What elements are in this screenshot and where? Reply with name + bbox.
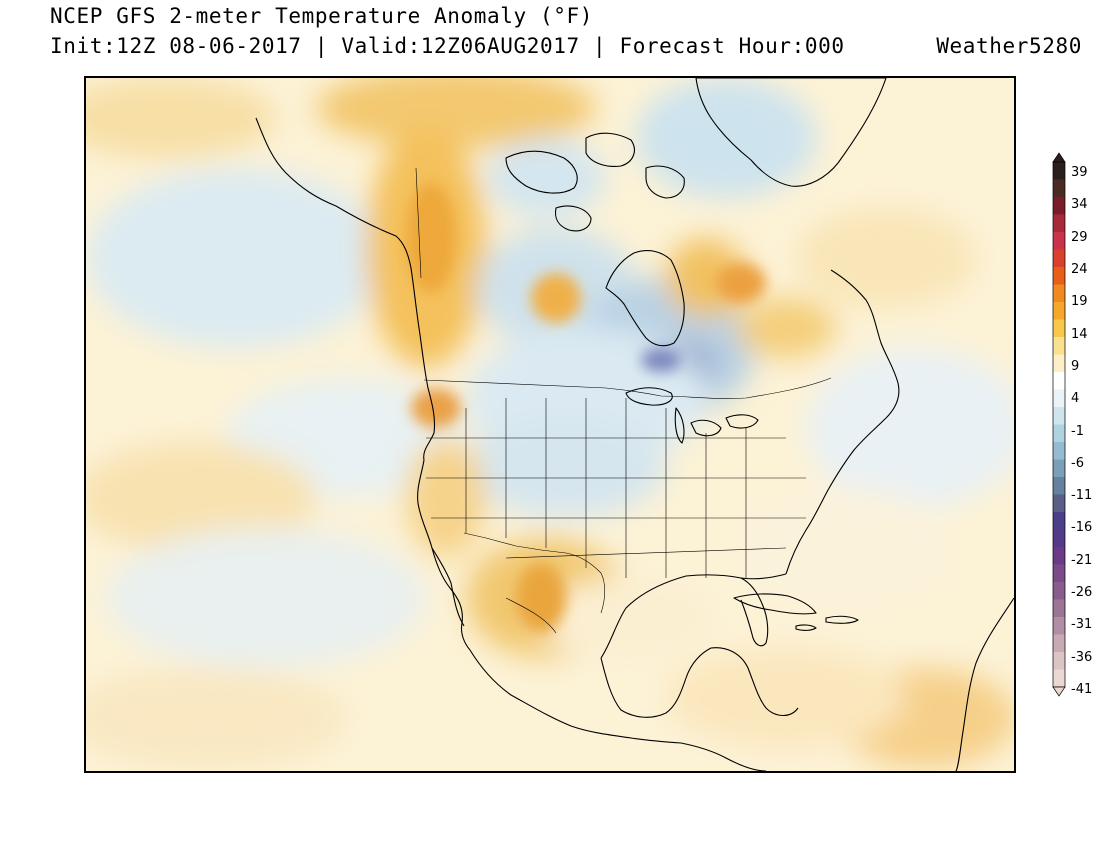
credit-label: Weather5280: [936, 34, 1082, 58]
colorbar-tick-label: -16: [1071, 520, 1093, 536]
colorbar-bottom-arrow: [1052, 686, 1066, 697]
colorbar-swatch: [1053, 442, 1065, 460]
colorbar-tick-label: 34: [1071, 197, 1088, 213]
colorbar-tick-label: -21: [1071, 552, 1093, 568]
colorbar-tick-label: 39: [1071, 165, 1088, 180]
temperature-anomaly-map: [84, 76, 1016, 773]
colorbar-tick-label: 14: [1071, 326, 1088, 342]
colorbar-swatch: [1053, 319, 1065, 338]
colorbar-swatch: [1053, 512, 1065, 530]
colorbar-tick-label: -26: [1071, 585, 1093, 601]
colorbar-tick-label: -11: [1071, 488, 1093, 504]
colorbar-tick-label: 9: [1071, 358, 1080, 374]
colorbar-tick-label: 19: [1071, 294, 1088, 310]
colorbar-tick-label: -41: [1071, 682, 1093, 697]
colorbar-swatch: [1053, 249, 1065, 268]
colorbar-swatch: [1053, 232, 1065, 250]
colorbar-swatch: [1053, 337, 1065, 355]
colorbar: [1052, 152, 1066, 697]
colorbar-tick-label: 24: [1071, 261, 1088, 277]
colorbar-swatch: [1053, 197, 1065, 215]
colorbar-swatch: [1053, 372, 1065, 390]
colorbar-swatch: [1053, 634, 1065, 653]
colorbar-swatch: [1053, 582, 1065, 600]
colorbar-swatch: [1053, 529, 1065, 548]
colorbar-swatch: [1053, 599, 1065, 618]
colorbar-swatch: [1053, 214, 1065, 233]
colorbar-swatch: [1053, 179, 1065, 198]
map-title: NCEP GFS 2-meter Temperature Anomaly (°F…: [50, 4, 593, 28]
colorbar-tick-label: -31: [1071, 617, 1093, 633]
colorbar-swatch: [1053, 389, 1065, 408]
political-borders: [415, 167, 832, 634]
colorbar-swatch: [1053, 407, 1065, 425]
colorbar-tick-label: -1: [1071, 423, 1084, 439]
colorbar-swatch: [1053, 354, 1065, 373]
colorbar-swatch: [1053, 162, 1065, 180]
colorbar-swatch: [1053, 494, 1065, 513]
colorbar-swatch: [1053, 459, 1065, 478]
colorbar-tick-label: 4: [1071, 391, 1080, 407]
map-subtitle: Init:12Z 08-06-2017 | Valid:12Z06AUG2017…: [50, 34, 845, 58]
colorbar-swatch: [1053, 424, 1065, 443]
colorbar-swatch: [1053, 547, 1065, 565]
colorbar-swatches: [1052, 152, 1066, 697]
coastlines: [255, 78, 1014, 771]
colorbar-swatch: [1053, 564, 1065, 583]
colorbar-swatch: [1053, 477, 1065, 495]
colorbar-tick-label: -6: [1071, 455, 1084, 471]
colorbar-tick-label: -36: [1071, 649, 1093, 665]
colorbar-swatch: [1053, 652, 1065, 670]
colorbar-swatch: [1053, 669, 1065, 688]
colorbar-swatch: [1053, 267, 1065, 285]
colorbar-swatch: [1053, 284, 1065, 303]
colorbar-tick-label: 29: [1071, 229, 1088, 245]
colorbar-swatch: [1053, 302, 1065, 320]
colorbar-swatch: [1053, 617, 1065, 635]
colorbar-top-arrow: [1052, 152, 1066, 163]
